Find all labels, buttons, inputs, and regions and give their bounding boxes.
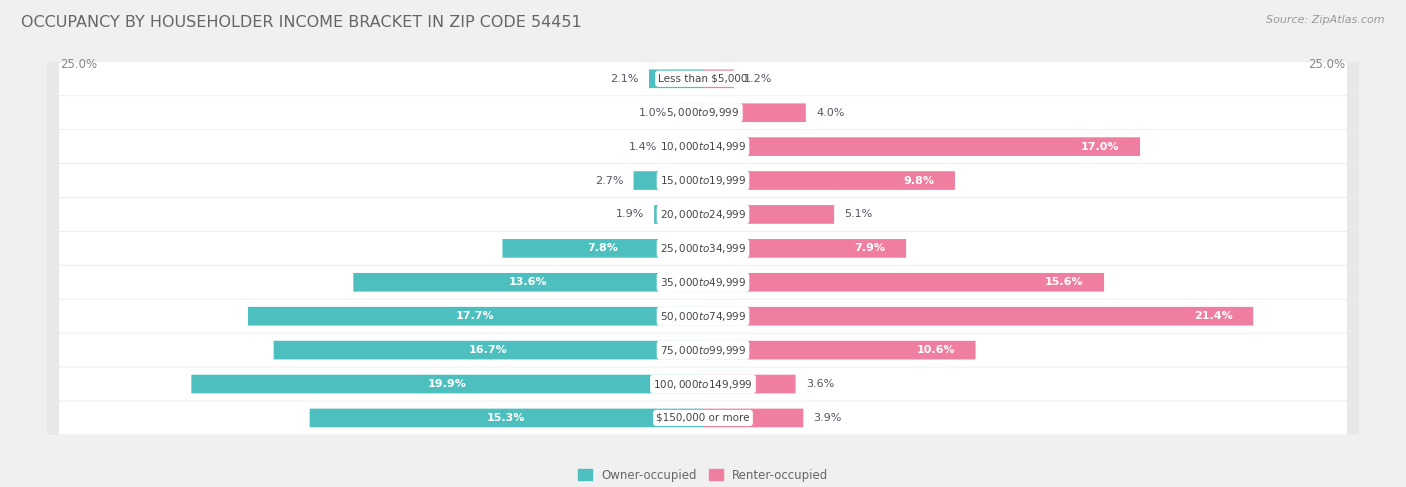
FancyBboxPatch shape <box>703 273 1104 292</box>
FancyBboxPatch shape <box>59 232 1347 265</box>
Text: 15.3%: 15.3% <box>486 413 526 423</box>
Text: 1.0%: 1.0% <box>638 108 666 118</box>
FancyBboxPatch shape <box>703 409 803 427</box>
Text: 2.1%: 2.1% <box>610 74 638 84</box>
FancyBboxPatch shape <box>703 103 806 122</box>
FancyBboxPatch shape <box>703 239 905 258</box>
FancyBboxPatch shape <box>59 198 1347 231</box>
Text: 1.4%: 1.4% <box>628 142 657 151</box>
Text: $10,000 to $14,999: $10,000 to $14,999 <box>659 140 747 153</box>
FancyBboxPatch shape <box>654 205 703 224</box>
FancyBboxPatch shape <box>59 62 1347 95</box>
FancyBboxPatch shape <box>48 198 1358 231</box>
Text: 19.9%: 19.9% <box>427 379 467 389</box>
FancyBboxPatch shape <box>650 70 703 88</box>
Text: 1.2%: 1.2% <box>744 74 772 84</box>
Text: 7.9%: 7.9% <box>855 244 886 253</box>
Text: Source: ZipAtlas.com: Source: ZipAtlas.com <box>1267 15 1385 25</box>
FancyBboxPatch shape <box>634 171 703 190</box>
Text: Less than $5,000: Less than $5,000 <box>658 74 748 84</box>
FancyBboxPatch shape <box>666 137 703 156</box>
Text: $20,000 to $24,999: $20,000 to $24,999 <box>659 208 747 221</box>
Text: 3.6%: 3.6% <box>806 379 834 389</box>
Text: 25.0%: 25.0% <box>60 58 97 72</box>
FancyBboxPatch shape <box>59 334 1347 367</box>
Text: 2.7%: 2.7% <box>595 175 623 186</box>
FancyBboxPatch shape <box>48 265 1358 299</box>
Text: 10.6%: 10.6% <box>917 345 955 355</box>
FancyBboxPatch shape <box>502 239 703 258</box>
Text: $5,000 to $9,999: $5,000 to $9,999 <box>666 106 740 119</box>
FancyBboxPatch shape <box>703 307 1253 325</box>
Text: $75,000 to $99,999: $75,000 to $99,999 <box>659 344 747 356</box>
FancyBboxPatch shape <box>48 299 1358 333</box>
FancyBboxPatch shape <box>59 401 1347 434</box>
FancyBboxPatch shape <box>48 62 1358 96</box>
FancyBboxPatch shape <box>59 300 1347 333</box>
Text: 25.0%: 25.0% <box>1309 58 1346 72</box>
FancyBboxPatch shape <box>678 103 703 122</box>
FancyBboxPatch shape <box>309 409 703 427</box>
Text: 4.0%: 4.0% <box>815 108 845 118</box>
Text: $50,000 to $74,999: $50,000 to $74,999 <box>659 310 747 323</box>
Text: 16.7%: 16.7% <box>470 345 508 355</box>
FancyBboxPatch shape <box>191 375 703 393</box>
Text: $15,000 to $19,999: $15,000 to $19,999 <box>659 174 747 187</box>
FancyBboxPatch shape <box>703 375 796 393</box>
FancyBboxPatch shape <box>48 401 1358 435</box>
FancyBboxPatch shape <box>353 273 703 292</box>
Text: $100,000 to $149,999: $100,000 to $149,999 <box>654 377 752 391</box>
FancyBboxPatch shape <box>59 266 1347 299</box>
FancyBboxPatch shape <box>48 333 1358 367</box>
Text: $25,000 to $34,999: $25,000 to $34,999 <box>659 242 747 255</box>
FancyBboxPatch shape <box>703 171 955 190</box>
Text: OCCUPANCY BY HOUSEHOLDER INCOME BRACKET IN ZIP CODE 54451: OCCUPANCY BY HOUSEHOLDER INCOME BRACKET … <box>21 15 582 30</box>
Text: 17.0%: 17.0% <box>1081 142 1119 151</box>
Text: $150,000 or more: $150,000 or more <box>657 413 749 423</box>
FancyBboxPatch shape <box>48 231 1358 265</box>
FancyBboxPatch shape <box>59 96 1347 130</box>
FancyBboxPatch shape <box>48 96 1358 130</box>
Text: 3.9%: 3.9% <box>814 413 842 423</box>
FancyBboxPatch shape <box>703 137 1140 156</box>
FancyBboxPatch shape <box>703 341 976 359</box>
Text: $35,000 to $49,999: $35,000 to $49,999 <box>659 276 747 289</box>
FancyBboxPatch shape <box>274 341 703 359</box>
Text: 1.9%: 1.9% <box>616 209 644 220</box>
FancyBboxPatch shape <box>48 164 1358 198</box>
Text: 9.8%: 9.8% <box>904 175 935 186</box>
FancyBboxPatch shape <box>59 164 1347 197</box>
FancyBboxPatch shape <box>48 130 1358 164</box>
Text: 7.8%: 7.8% <box>588 244 619 253</box>
FancyBboxPatch shape <box>59 367 1347 401</box>
FancyBboxPatch shape <box>703 205 834 224</box>
FancyBboxPatch shape <box>48 367 1358 401</box>
Text: 15.6%: 15.6% <box>1045 277 1084 287</box>
Text: 21.4%: 21.4% <box>1194 311 1233 321</box>
Text: 13.6%: 13.6% <box>509 277 547 287</box>
Text: 17.7%: 17.7% <box>456 311 495 321</box>
Text: 5.1%: 5.1% <box>845 209 873 220</box>
FancyBboxPatch shape <box>59 130 1347 163</box>
FancyBboxPatch shape <box>703 70 734 88</box>
FancyBboxPatch shape <box>247 307 703 325</box>
Legend: Owner-occupied, Renter-occupied: Owner-occupied, Renter-occupied <box>578 469 828 482</box>
